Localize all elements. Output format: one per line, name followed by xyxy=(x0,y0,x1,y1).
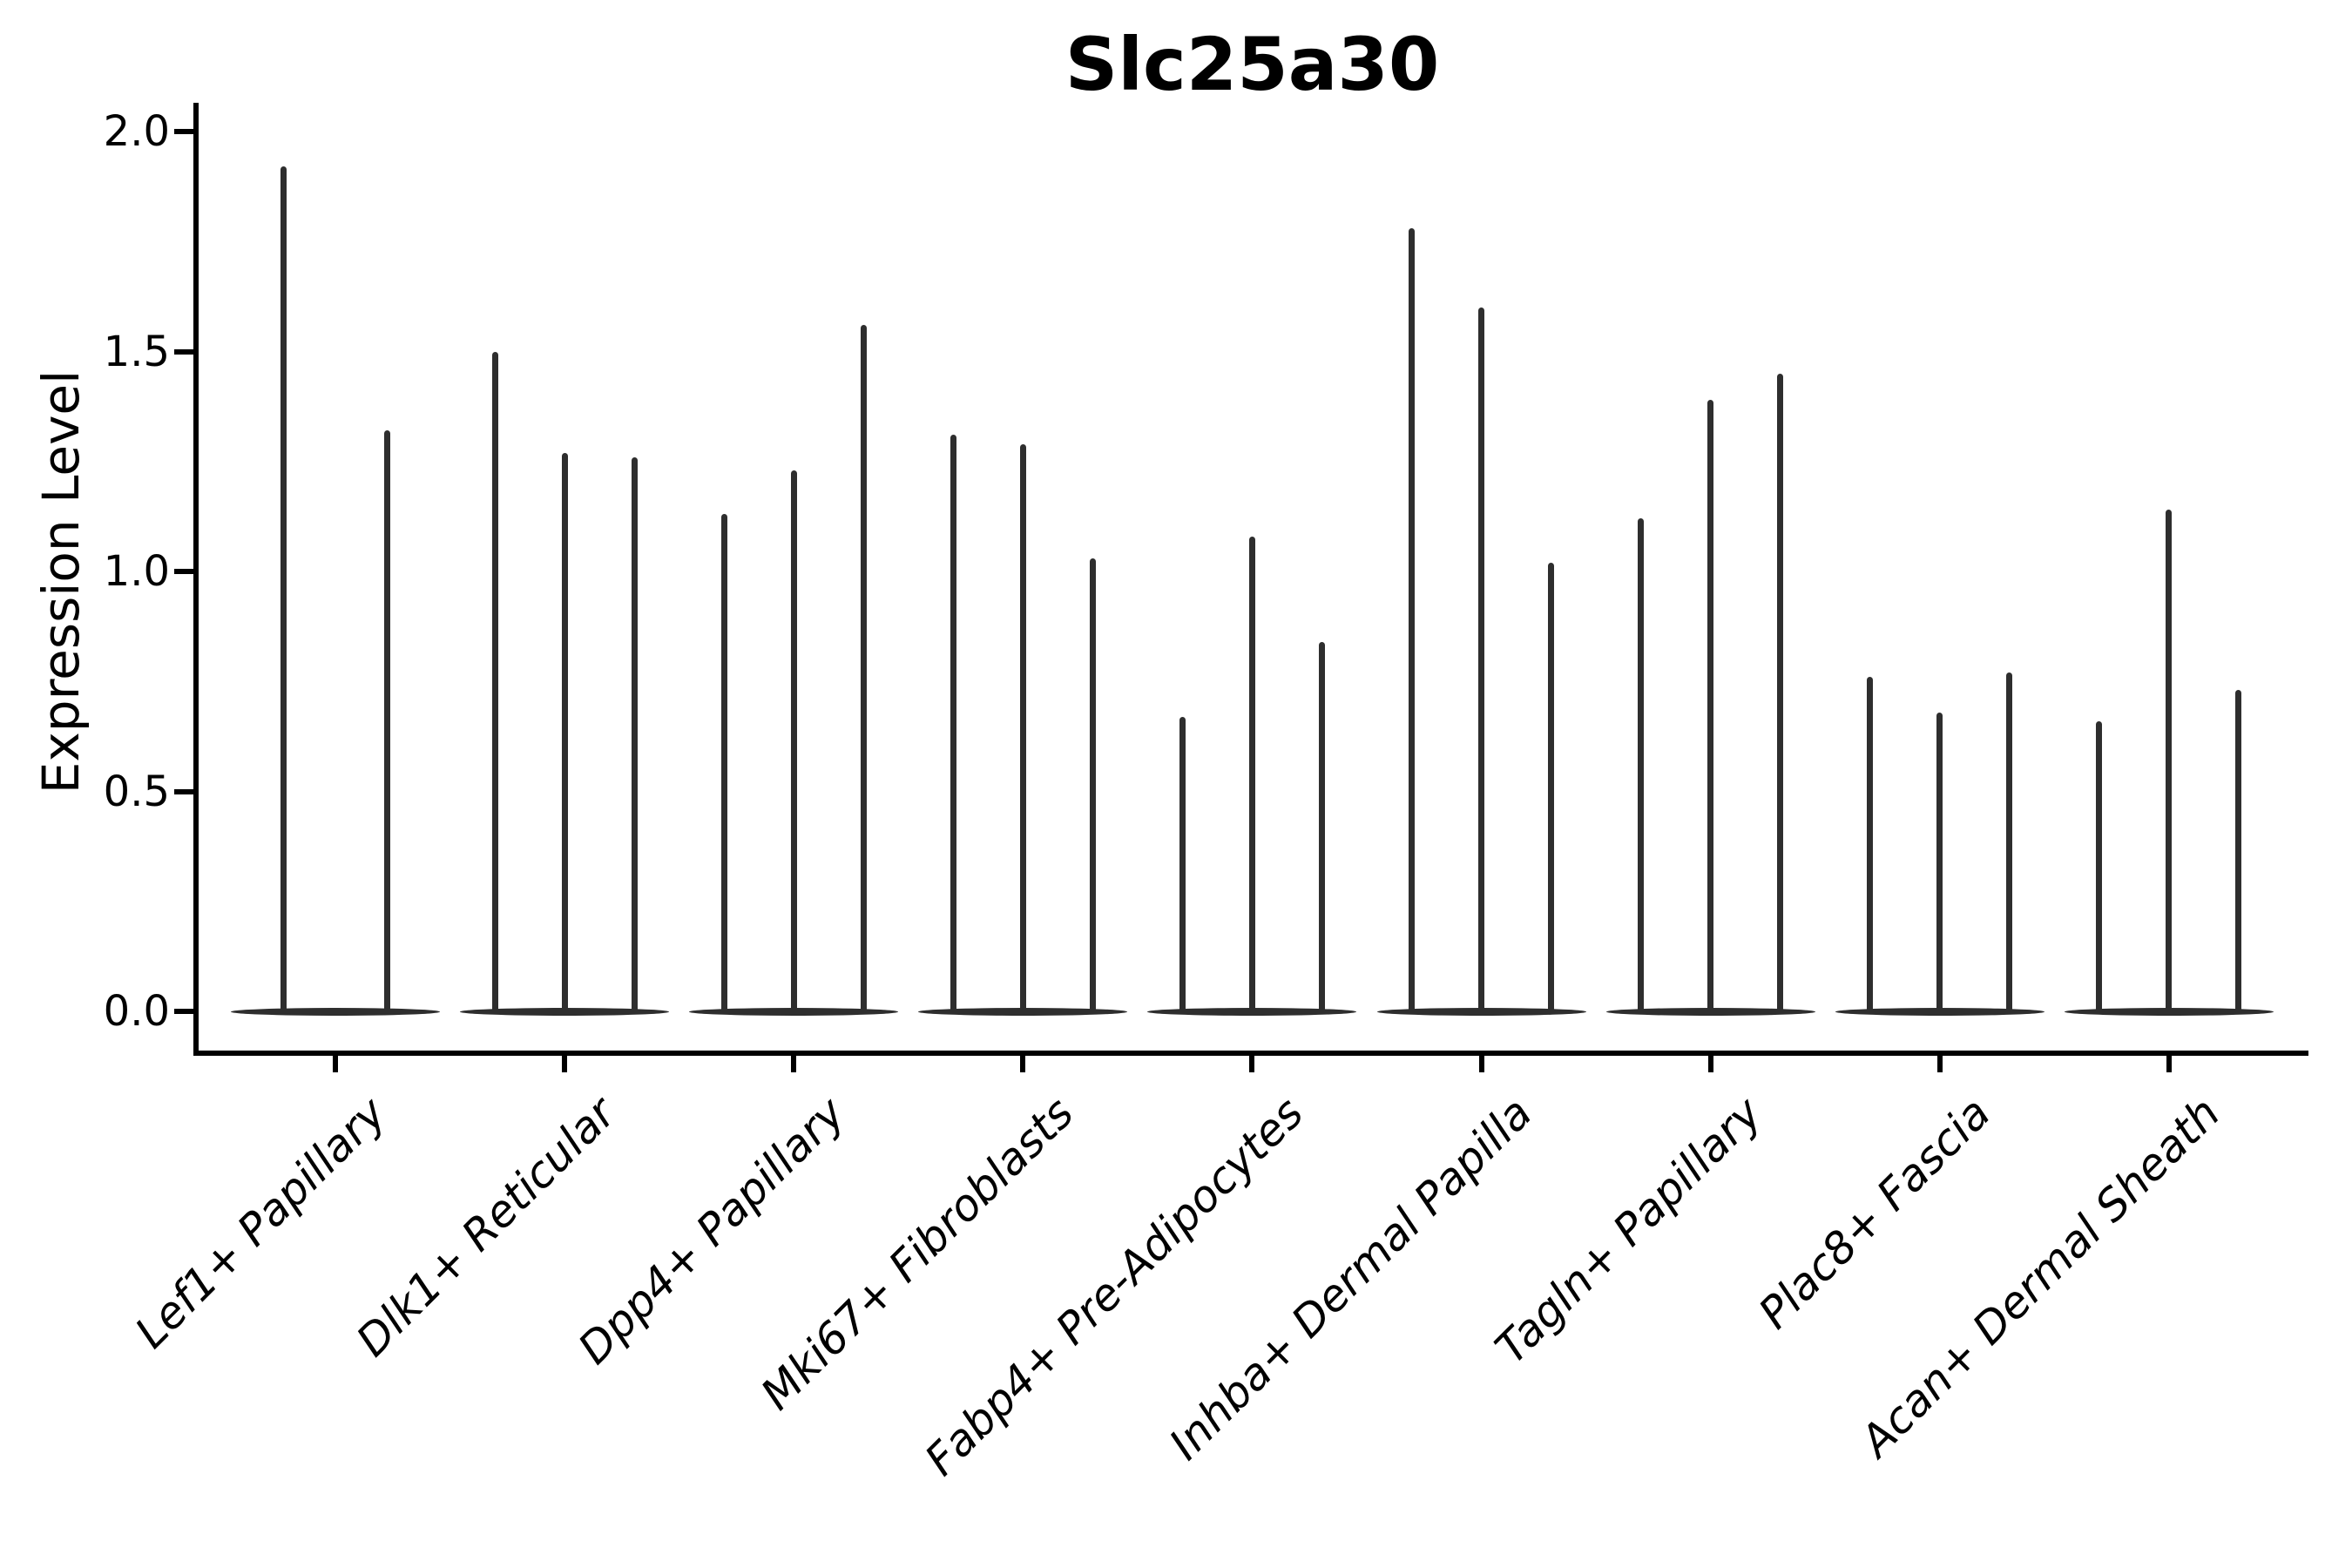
violin-spike xyxy=(280,166,287,1011)
x-tick-mark xyxy=(562,1056,568,1072)
plot-title: Slc25a30 xyxy=(1064,22,1440,107)
violin-spike xyxy=(2006,672,2013,1011)
violin-spike xyxy=(1478,308,1484,1011)
x-axis-spine xyxy=(193,1051,2308,1056)
y-axis-label: Expression Level xyxy=(31,369,91,794)
violin-base xyxy=(2064,1007,2274,1016)
violin-spike xyxy=(1548,562,1554,1011)
violin-spike xyxy=(790,470,797,1011)
violin-base xyxy=(460,1007,670,1016)
x-tick-label: Plac8+ Fascia xyxy=(1749,1087,2001,1339)
x-tick-mark xyxy=(1478,1056,1484,1072)
x-tick-mark xyxy=(1249,1056,1255,1072)
violin-spike xyxy=(631,456,638,1011)
x-tick-mark xyxy=(1936,1056,1943,1072)
violin-spike xyxy=(491,351,498,1011)
y-tick-mark xyxy=(174,569,193,574)
violin-spike xyxy=(1019,443,1026,1011)
y-tick-mark xyxy=(174,1009,193,1014)
y-tick-label: 1.5 xyxy=(103,327,170,376)
y-tick-mark xyxy=(174,348,193,355)
violin-base xyxy=(1147,1007,1357,1016)
violin-spike xyxy=(383,430,390,1011)
violin-spike xyxy=(2096,720,2103,1011)
violin-spike xyxy=(1867,677,1874,1011)
violin-spike xyxy=(2235,690,2242,1011)
violin-spike xyxy=(950,435,956,1011)
violin-base xyxy=(1605,1007,1815,1016)
x-tick-mark xyxy=(791,1056,797,1072)
y-tick-label: 0.5 xyxy=(103,767,170,816)
violin-spike xyxy=(561,452,568,1011)
y-tick-label: 1.0 xyxy=(103,547,170,596)
violin-spike xyxy=(1777,373,1784,1011)
y-tick-mark xyxy=(174,788,193,794)
violin-spike xyxy=(1089,558,1096,1011)
violin-spike xyxy=(1936,712,1943,1011)
y-tick-mark xyxy=(174,129,193,134)
violin-spike xyxy=(720,514,727,1011)
violin-spike xyxy=(2166,510,2173,1011)
violin-spike xyxy=(1318,641,1325,1011)
violin-base xyxy=(689,1007,899,1016)
violin-spike xyxy=(1409,228,1415,1011)
violin-spike xyxy=(1248,536,1255,1011)
violin-spike xyxy=(1707,400,1714,1011)
x-tick-mark xyxy=(1707,1056,1713,1072)
x-tick-mark xyxy=(1020,1056,1026,1072)
x-tick-label: Lef1+ Papillary xyxy=(125,1087,396,1358)
violin-spike xyxy=(860,325,867,1011)
y-axis-spine xyxy=(193,103,199,1056)
violin-base xyxy=(1835,1007,2044,1016)
violin-base xyxy=(918,1007,1128,1016)
x-tick-mark xyxy=(2166,1056,2172,1072)
violin-spike xyxy=(1179,716,1186,1011)
violin-base xyxy=(1376,1007,1586,1016)
violin-base xyxy=(231,1007,440,1016)
y-tick-label: 2.0 xyxy=(103,107,170,156)
violin-spike xyxy=(1638,518,1645,1011)
y-tick-label: 0.0 xyxy=(103,987,170,1036)
x-tick-mark xyxy=(333,1056,338,1072)
x-tick-label: Fabp4+ Pre-Adipocytes xyxy=(915,1087,1314,1486)
